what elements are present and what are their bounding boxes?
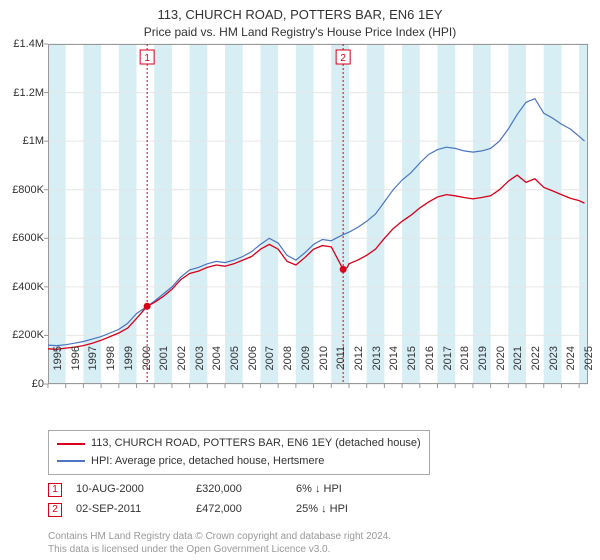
x-tick-label: 2005 [229,346,241,386]
x-tick-label: 2004 [211,346,223,386]
sale-diff: 6% ↓ HPI [296,480,416,500]
sale-diff: 25% ↓ HPI [296,500,416,520]
x-tick-label: 1999 [123,346,135,386]
x-tick-label: 2010 [318,346,330,386]
x-tick-label: 2011 [335,346,347,386]
y-tick-label: £1.4M [0,38,44,50]
x-tick-label: 1996 [70,346,82,386]
x-tick-label: 2006 [247,346,259,386]
x-tick-label: 2017 [442,346,454,386]
chart-title: 113, CHURCH ROAD, POTTERS BAR, EN6 1EY [0,0,600,24]
x-tick-label: 2024 [565,346,577,386]
sale-price: £472,000 [196,500,296,520]
y-tick-label: £800K [0,184,44,196]
license-line: This data is licensed under the Open Gov… [48,543,391,556]
license-text: Contains HM Land Registry data © Crown c… [48,530,391,556]
legend-label: 113, CHURCH ROAD, POTTERS BAR, EN6 1EY (… [91,435,421,453]
x-tick-label: 1997 [87,346,99,386]
y-tick-label: £600K [0,232,44,244]
license-line: Contains HM Land Registry data © Crown c… [48,530,391,543]
x-tick-label: 2015 [406,346,418,386]
y-tick-label: £200K [0,329,44,341]
x-tick-label: 2013 [371,346,383,386]
legend-line-icon [57,460,85,462]
x-tick-label: 2018 [459,346,471,386]
legend-item: HPI: Average price, detached house, Hert… [57,453,421,471]
y-tick-label: £1.2M [0,87,44,99]
x-tick-label: 2003 [194,346,206,386]
marker-box-icon: 2 [48,503,62,517]
x-tick-label: 2021 [512,346,524,386]
marker-box-icon: 1 [48,483,62,497]
x-tick-label: 2020 [495,346,507,386]
x-tick-label: 2025 [583,346,595,386]
y-tick-label: £0 [0,378,44,390]
x-tick-label: 1998 [105,346,117,386]
x-tick-label: 2001 [158,346,170,386]
sales-table: 1 10-AUG-2000 £320,000 6% ↓ HPI 2 02-SEP… [48,480,416,520]
sales-row: 1 10-AUG-2000 £320,000 6% ↓ HPI [48,480,416,500]
x-tick-label: 2022 [530,346,542,386]
x-tick-label: 2016 [424,346,436,386]
chart-container: 113, CHURCH ROAD, POTTERS BAR, EN6 1EY P… [0,0,600,560]
legend-line-icon [57,443,85,445]
sale-price: £320,000 [196,480,296,500]
sale-date: 02-SEP-2011 [76,500,196,520]
svg-text:1: 1 [144,53,150,64]
chart-subtitle: Price paid vs. HM Land Registry's House … [0,24,600,41]
legend-box: 113, CHURCH ROAD, POTTERS BAR, EN6 1EY (… [48,430,430,475]
x-tick-label: 1995 [52,346,64,386]
sale-date: 10-AUG-2000 [76,480,196,500]
x-tick-label: 2009 [300,346,312,386]
x-tick-label: 2012 [353,346,365,386]
x-tick-label: 2000 [141,346,153,386]
plot-svg: 12 [48,44,588,384]
svg-text:2: 2 [340,53,346,64]
legend-item: 113, CHURCH ROAD, POTTERS BAR, EN6 1EY (… [57,435,421,453]
x-tick-label: 2007 [264,346,276,386]
sales-row: 2 02-SEP-2011 £472,000 25% ↓ HPI [48,500,416,520]
x-tick-label: 2002 [176,346,188,386]
x-tick-label: 2014 [388,346,400,386]
legend-label: HPI: Average price, detached house, Hert… [91,453,324,471]
y-tick-label: £1M [0,135,44,147]
x-tick-label: 2023 [548,346,560,386]
y-tick-label: £400K [0,281,44,293]
x-tick-label: 2019 [477,346,489,386]
x-tick-label: 2008 [282,346,294,386]
plot-area: 12 [48,44,588,384]
